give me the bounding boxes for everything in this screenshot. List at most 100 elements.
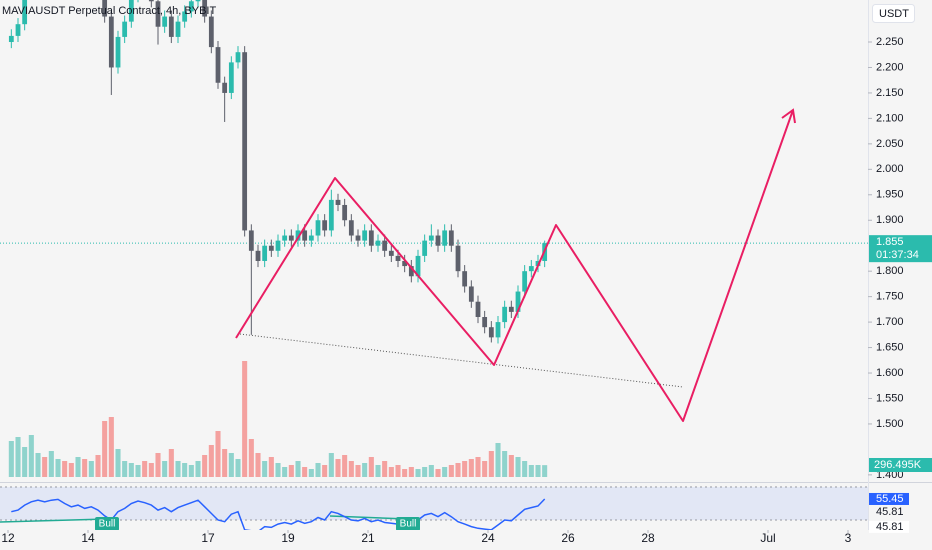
x-tick-label: 3 xyxy=(845,531,852,545)
candle-body xyxy=(128,0,134,22)
volume-bar xyxy=(375,465,381,477)
candle-body xyxy=(495,322,501,338)
volume-bar xyxy=(275,463,281,477)
bull-label: Bull xyxy=(400,519,417,530)
volume-bar xyxy=(368,457,374,477)
volume-label-box xyxy=(869,458,932,472)
volume-bar xyxy=(288,465,294,477)
candle-body xyxy=(435,235,441,246)
volume-label: 296.495K xyxy=(874,459,922,471)
candle-body xyxy=(502,306,508,323)
candle-body xyxy=(388,250,394,256)
candle-body xyxy=(395,255,401,261)
y-tick-label: 2.150 xyxy=(876,87,904,99)
x-tick-label: 24 xyxy=(481,531,495,545)
candle-body xyxy=(515,291,521,312)
candle-body xyxy=(335,199,341,205)
pattern-drawing xyxy=(235,109,794,422)
candle-body xyxy=(262,245,268,261)
volume-bar xyxy=(382,461,388,477)
x-tick-label: 26 xyxy=(561,531,575,545)
candle-body xyxy=(195,0,201,2)
y-tick-label: 1.600 xyxy=(876,367,904,379)
volume-bar xyxy=(295,461,301,477)
volume-bar xyxy=(335,459,341,477)
volume-bar xyxy=(22,447,28,477)
rsi-line xyxy=(11,498,546,530)
candle-body xyxy=(268,245,274,251)
volume-bar xyxy=(462,461,468,477)
y-tick-label: 1.550 xyxy=(876,392,904,404)
volume-bar xyxy=(428,465,434,477)
volume-bar xyxy=(542,465,548,477)
candle-body xyxy=(442,230,448,246)
bull-label: Bull xyxy=(99,519,116,530)
currency: USDT xyxy=(879,8,909,20)
candle-body xyxy=(122,21,128,37)
volume-bar xyxy=(402,469,408,477)
volume-bar xyxy=(42,457,48,477)
price-label: 1.855 xyxy=(876,236,904,248)
candle-body xyxy=(15,24,21,36)
volume-bar xyxy=(522,461,528,477)
x-tick-label: 14 xyxy=(81,531,95,545)
volume-bar xyxy=(128,463,134,477)
candle-body xyxy=(148,0,154,2)
volume-bar xyxy=(355,465,361,477)
volume-bar xyxy=(488,451,494,477)
candle-body xyxy=(182,11,188,22)
volume-bar xyxy=(468,459,474,477)
candle-body xyxy=(475,301,481,318)
volume-bar xyxy=(95,455,101,477)
volume-bar xyxy=(415,469,421,477)
candle-body xyxy=(342,204,348,221)
volume-bar xyxy=(15,437,21,477)
volume-bar xyxy=(8,441,14,477)
volume-bar xyxy=(48,451,54,477)
y-tick-label: 2.200 xyxy=(876,61,904,73)
candle-body xyxy=(315,220,321,236)
volume-bar xyxy=(222,449,228,477)
x-tick-label: Jul xyxy=(760,531,775,545)
volume-bar xyxy=(142,461,148,477)
candle-body xyxy=(208,16,214,48)
volume-bar xyxy=(215,431,221,477)
volume-bar xyxy=(255,453,261,477)
x-tick-label: 19 xyxy=(281,531,295,545)
x-tick-label: 12 xyxy=(1,531,15,545)
candle-body xyxy=(175,21,181,37)
candle-body xyxy=(162,16,168,27)
candle-body xyxy=(248,230,254,251)
price-label-box xyxy=(869,235,932,263)
volume-bar xyxy=(228,453,234,477)
volume-bar xyxy=(148,463,154,477)
candle-body xyxy=(282,235,288,241)
volume-bar xyxy=(362,463,368,477)
volume-bar xyxy=(315,463,321,477)
currency-box xyxy=(872,4,915,23)
y-tick-label: 1.800 xyxy=(876,265,904,277)
volume-bar xyxy=(135,465,141,477)
candle-body xyxy=(375,240,381,246)
rsi-label: 45.81 xyxy=(876,506,904,518)
volume-bar xyxy=(35,453,41,477)
candle-body xyxy=(215,47,221,83)
candle-body xyxy=(488,327,494,338)
volume-bar xyxy=(62,461,68,477)
candle-body xyxy=(188,1,194,12)
candle-body xyxy=(428,235,434,241)
volume-bar xyxy=(108,417,114,477)
volume-bar xyxy=(235,459,241,477)
candle-body xyxy=(108,16,114,68)
x-tick-label: 17 xyxy=(201,531,215,545)
chart-title: MAVIAUSDT Perpetual Contract, 4h, BYBIT xyxy=(2,5,216,17)
volume-bar xyxy=(328,453,334,477)
candle-body xyxy=(482,317,488,328)
x-tick-label: 21 xyxy=(361,531,375,545)
volume-bar xyxy=(348,461,354,477)
volume-bar xyxy=(342,455,348,477)
volume-bar xyxy=(435,469,441,477)
volume-bar xyxy=(388,467,394,477)
volume-bar xyxy=(395,465,401,477)
y-tick-label: 1.700 xyxy=(876,316,904,328)
